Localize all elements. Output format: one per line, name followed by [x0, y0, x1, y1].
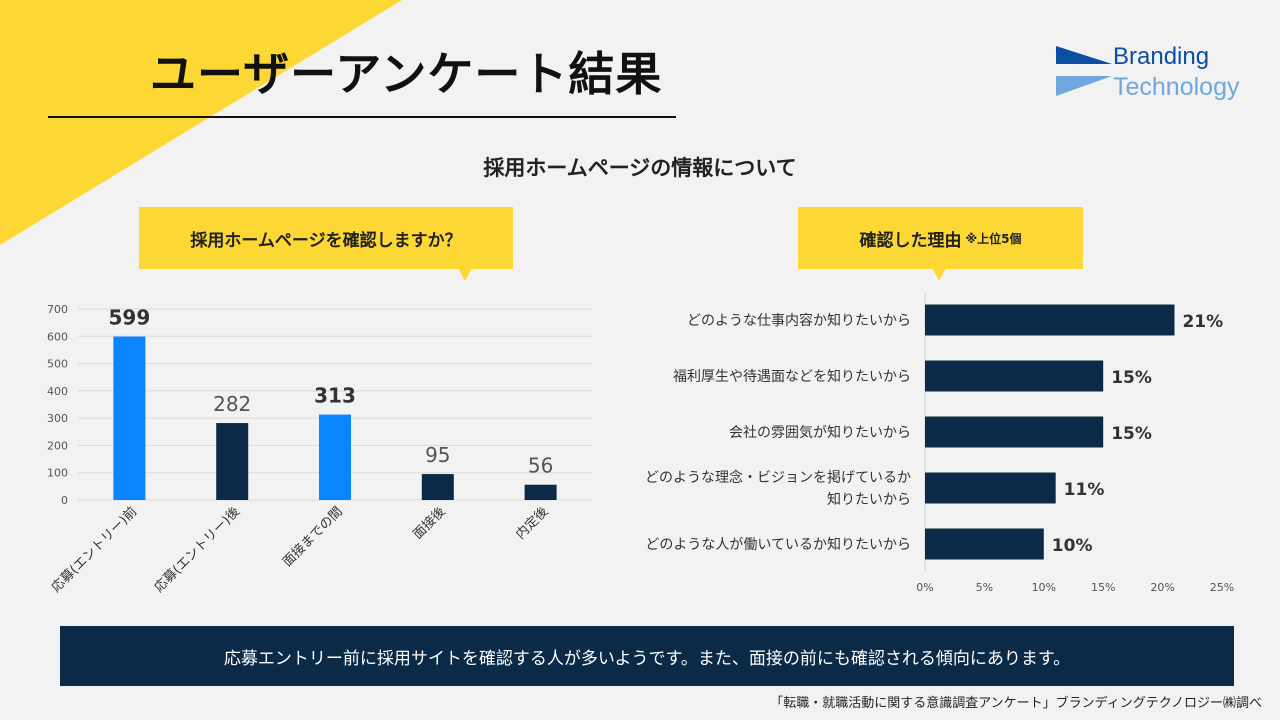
bar	[319, 414, 351, 500]
x-tick-label: 面接後	[410, 504, 449, 543]
x-tick-label: 面接までの間	[279, 504, 345, 570]
y-tick-label: 700	[47, 303, 68, 316]
logo-text-line1: Branding	[1113, 43, 1210, 70]
y-tick-label: 600	[47, 330, 68, 343]
y-category-label: 知りたいから	[827, 491, 911, 508]
bar	[925, 416, 1104, 448]
y-tick-label: 500	[47, 358, 68, 371]
data-label: 282	[213, 392, 251, 416]
page-title: ユーザーアンケート結果	[150, 47, 663, 101]
x-tick-label: 10%	[1032, 581, 1056, 594]
bar	[925, 472, 1056, 504]
y-category-label: どのような人が働いているか知りたいから	[645, 536, 911, 553]
bar	[925, 360, 1104, 392]
x-tick-label: 応募(エントリー)後	[152, 504, 243, 595]
bar	[925, 304, 1175, 336]
x-tick-label: 25%	[1210, 581, 1234, 594]
y-category-label: 福利厚生や待遇面などを知りたいから	[673, 368, 911, 385]
bar	[113, 336, 146, 500]
bar	[925, 528, 1044, 560]
bar	[216, 423, 249, 500]
data-label: 11%	[1064, 480, 1105, 500]
x-tick-label: 0%	[916, 581, 933, 594]
x-tick-label: 5%	[976, 581, 993, 594]
logo-text-line2: Technology	[1113, 73, 1240, 101]
y-tick-label: 200	[47, 439, 68, 452]
x-tick-label: 20%	[1150, 581, 1174, 594]
left-chart-callout: 採用ホームページを確認しますか？	[139, 207, 513, 281]
source-note: 「転職・就職活動に関する意識調査アンケート」ブランディングテクノロジー㈱調べ	[770, 696, 1262, 711]
summary-text: 応募エントリー前に採用サイトを確認する人が多いようです。また、面接の前にも確認さ…	[223, 648, 1071, 669]
x-tick-label: 内定後	[513, 504, 552, 543]
y-category-label: どのような理念・ビジョンを掲げているか	[645, 469, 911, 486]
data-label: 95	[425, 443, 450, 467]
y-tick-label: 100	[47, 467, 68, 480]
data-label: 313	[314, 384, 356, 408]
title-underline	[48, 116, 676, 118]
y-tick-label: 400	[47, 385, 68, 398]
right-callout-text: 確認した理由	[859, 230, 962, 251]
data-label: 15%	[1111, 424, 1152, 444]
y-tick-label: 300	[47, 412, 68, 425]
x-tick-label: 15%	[1091, 581, 1115, 594]
section-heading: 採用ホームページの情報について	[483, 156, 797, 180]
left-callout-text: 採用ホームページを確認しますか？	[190, 230, 462, 251]
y-category-label: 会社の雰囲気が知りたいから	[729, 424, 911, 441]
bar	[524, 484, 557, 500]
y-category-label: どのような仕事内容か知りたいから	[687, 312, 911, 329]
right-callout-note: ※上位5個	[965, 231, 1022, 246]
branding-technology-logo-icon	[1056, 46, 1112, 96]
y-tick-label: 0	[61, 494, 68, 507]
bar	[421, 474, 454, 500]
data-label: 56	[528, 454, 553, 478]
data-label: 599	[109, 306, 151, 330]
right-chart-callout: 確認した理由 ※上位5個	[798, 207, 1083, 281]
data-label: 10%	[1052, 536, 1093, 556]
summary-banner: 応募エントリー前に採用サイトを確認する人が多いようです。また、面接の前にも確認さ…	[60, 626, 1234, 686]
x-tick-label: 応募(エントリー)前	[48, 504, 140, 596]
data-label: 21%	[1182, 312, 1223, 332]
data-label: 15%	[1111, 368, 1152, 388]
